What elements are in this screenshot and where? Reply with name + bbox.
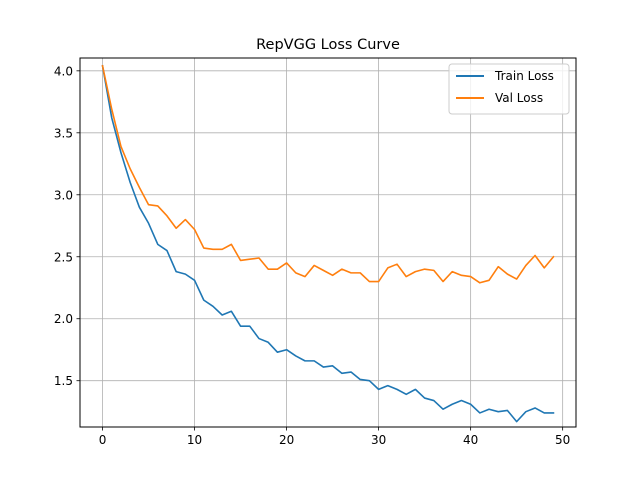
grid (80, 58, 576, 427)
y-tick-label: 3.0 (54, 188, 73, 202)
y-tick-label: 3.5 (54, 126, 73, 140)
legend-label-val-loss: Val Loss (495, 91, 543, 105)
x-tick-label: 50 (555, 433, 570, 447)
y-tick-label: 2.5 (54, 250, 73, 264)
series-line-train-loss (101, 64, 555, 423)
x-tick-label: 40 (463, 433, 478, 447)
x-tick-label: 30 (371, 433, 386, 447)
x-tick-label: 20 (279, 433, 294, 447)
y-tick-label: 1.5 (54, 374, 73, 388)
axis-ticks: 0 10 20 30 40 50 1.5 2.0 2.5 3.0 3.5 4.0 (54, 64, 570, 447)
x-tick-label: 10 (187, 433, 202, 447)
series-line-val-loss (101, 64, 555, 284)
series-lines (101, 64, 555, 423)
chart-title: RepVGG Loss Curve (256, 37, 400, 53)
plot-frame (79, 57, 577, 428)
legend: Train Loss Val Loss (448, 63, 570, 115)
y-tick-label: 2.0 (54, 312, 73, 326)
legend-label-train-loss: Train Loss (494, 69, 554, 83)
x-tick-label: 0 (99, 433, 107, 447)
y-tick-label: 4.0 (54, 64, 73, 78)
